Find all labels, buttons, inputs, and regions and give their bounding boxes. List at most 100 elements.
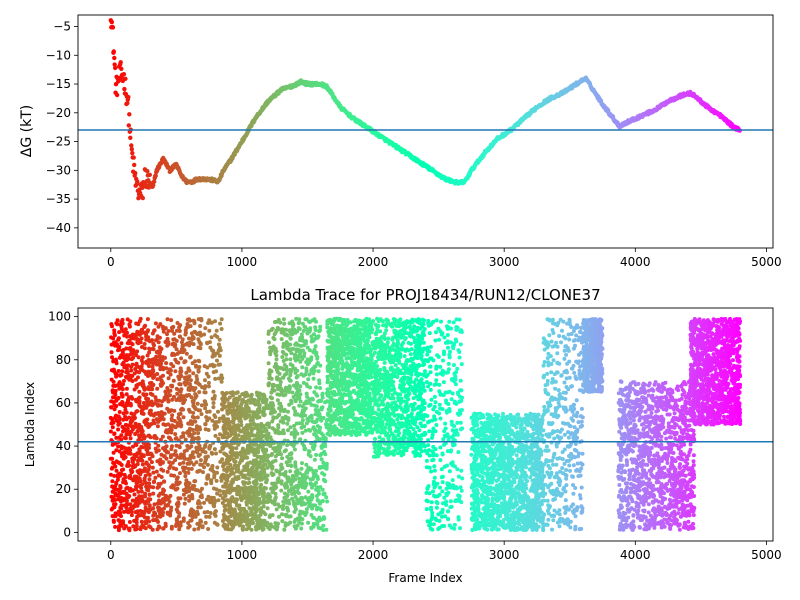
lambda-point: [110, 442, 115, 447]
lambda-point: [167, 408, 172, 413]
lambda-point: [294, 384, 299, 388]
lambda-point: [162, 506, 166, 511]
lambda-point: [195, 332, 200, 337]
delta-g-point: [126, 94, 131, 100]
lambda-point: [196, 337, 201, 342]
lambda-point: [313, 412, 318, 417]
lambda-point: [210, 396, 215, 401]
lambda-point: [256, 520, 260, 525]
lambda-point: [121, 347, 126, 352]
lambda-point: [268, 345, 273, 350]
lambda-point: [146, 328, 150, 333]
lambda-point: [140, 482, 145, 487]
lambda-point: [254, 449, 259, 454]
lambda-point: [152, 328, 157, 333]
lambda-point: [178, 323, 183, 328]
lambda-point: [122, 503, 127, 508]
lambda-point: [203, 520, 208, 525]
lambda-point: [181, 465, 185, 470]
lambda-point: [148, 391, 153, 396]
lambda-point: [286, 428, 290, 433]
lambda-point: [173, 436, 178, 441]
lambda-point: [187, 433, 192, 438]
lambda-point: [148, 484, 153, 489]
lambda-point: [131, 348, 136, 353]
lambda-point: [204, 415, 209, 420]
lambda-point: [192, 404, 197, 409]
delta-g-point: [152, 179, 157, 184]
lambda-point: [238, 511, 243, 516]
lambda-point: [127, 324, 132, 329]
lambda-point: [264, 480, 269, 485]
lambda-point: [317, 381, 322, 386]
lambda-point: [193, 419, 198, 424]
lambda-point: [186, 480, 191, 485]
lambda-point: [194, 460, 199, 465]
lambda-point: [159, 379, 164, 383]
lambda-point: [209, 481, 214, 486]
lambda-point: [285, 421, 290, 426]
lambda-point: [177, 462, 182, 466]
delta-g-x-ticks: 0 1000 2000 3000 4000 5000: [107, 248, 782, 269]
lambda-point: [173, 369, 178, 374]
lambda-point: [186, 421, 191, 426]
lambda-point: [275, 478, 280, 483]
lambda-point: [181, 401, 186, 406]
lambda-point: [198, 505, 203, 510]
lambda-point: [293, 370, 298, 375]
lambda-point: [159, 361, 163, 366]
lambda-point: [196, 408, 201, 413]
lambda-point: [169, 524, 174, 529]
lambda-point: [300, 500, 305, 505]
lambda-point: [150, 387, 155, 392]
lambda-point: [325, 499, 330, 504]
lambda-point: [234, 477, 239, 482]
lambda-point: [191, 462, 196, 467]
lambda-point: [143, 494, 148, 499]
lambda-point: [239, 486, 244, 491]
lambda-point: [169, 447, 174, 452]
lambda-point: [256, 515, 261, 520]
lambda-point: [158, 367, 163, 372]
lambda-point: [158, 514, 163, 519]
lambda-point: [312, 474, 317, 479]
lambda-point: [133, 527, 138, 532]
lambda-point: [229, 482, 234, 487]
lambda-point: [236, 433, 241, 438]
lambda-point: [235, 514, 240, 518]
lambda-point: [191, 371, 196, 376]
lambda-point: [167, 367, 172, 372]
lambda-point: [270, 419, 275, 424]
lambda-point: [213, 513, 218, 518]
lambda-point: [170, 413, 175, 418]
lambda-point: [200, 447, 205, 452]
lambda-point: [240, 527, 245, 532]
lambda-point: [139, 364, 144, 369]
lambda-point: [268, 513, 273, 518]
lambda-point: [294, 484, 299, 488]
delta-g-points: [108, 18, 742, 201]
lambda-point: [146, 467, 151, 472]
lambda-point: [162, 488, 166, 493]
lambda-point: [177, 377, 182, 382]
lambda-point: [239, 454, 244, 459]
lambda-point: [204, 402, 209, 407]
lambda-point: [214, 451, 218, 456]
lambda-point: [270, 382, 275, 387]
delta-g-point: [129, 143, 134, 148]
lambda-point: [148, 408, 153, 413]
lambda-point: [296, 326, 301, 331]
lambda-point: [127, 430, 132, 435]
lambda-point: [179, 435, 184, 439]
lambda-point: [321, 528, 326, 533]
delta-g-point: [129, 147, 134, 152]
lambda-point: [323, 465, 328, 470]
lambda-point: [177, 445, 182, 450]
lambda-point: [295, 501, 300, 506]
lambda-point: [113, 502, 118, 507]
lambda-point: [255, 507, 260, 512]
lambda-point: [122, 479, 127, 484]
lambda-point: [144, 484, 149, 489]
lambda-point: [142, 346, 147, 351]
lambda-point: [109, 350, 114, 355]
